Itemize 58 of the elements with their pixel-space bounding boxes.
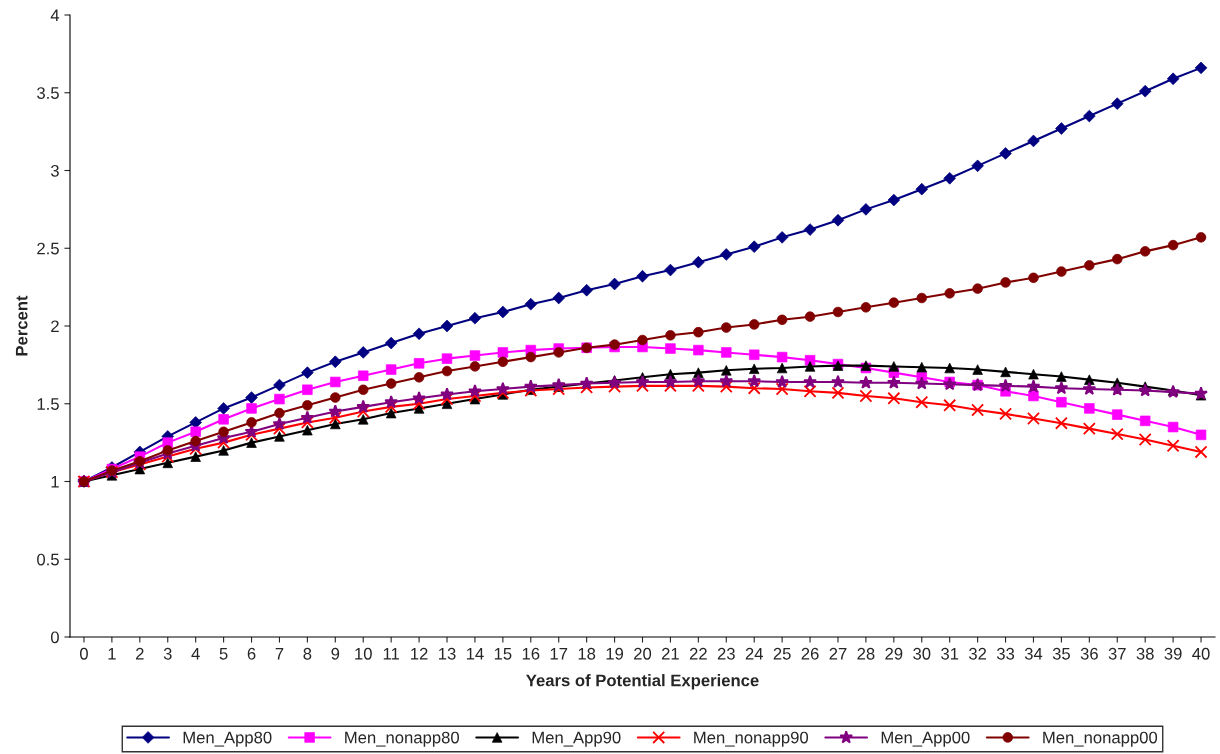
x-tick-label: 19: [606, 647, 624, 660]
y-tick-label: 4: [50, 9, 60, 22]
x-tick-label: 38: [1136, 647, 1154, 660]
x-tick-label: 5: [219, 648, 228, 660]
x-tick-label: 12: [411, 647, 428, 660]
x-tick-label: 6: [247, 647, 256, 660]
y-tick-label: 0.5: [37, 553, 59, 566]
x-tick-label: 37: [1108, 647, 1126, 660]
x-tick-label: 22: [689, 647, 707, 660]
x-tick-label: 21: [662, 647, 679, 660]
y-tick-label: 1.5: [37, 398, 59, 410]
x-tick-label: 32: [968, 647, 987, 660]
x-tick-label: 18: [578, 647, 596, 660]
legend-label: Men_App80: [183, 731, 272, 747]
y-axis-title: Percent: [15, 295, 28, 356]
x-tick-label: 29: [885, 647, 903, 660]
x-tick-label: 23: [717, 647, 735, 660]
x-tick-label: 36: [1080, 647, 1098, 660]
x-tick-label: 39: [1164, 647, 1182, 660]
y-tick-label: 1: [51, 476, 59, 488]
x-tick-label: 13: [439, 647, 456, 660]
x-tick-label: 0: [79, 647, 88, 660]
legend-label: Men_nonapp90: [694, 731, 809, 747]
x-axis-title: Years of Potential Experience: [526, 674, 759, 690]
x-tick-label: 10: [355, 647, 372, 660]
y-tick-label: 3.5: [37, 87, 59, 99]
x-tick-label: 33: [996, 647, 1015, 660]
x-tick-label: 9: [331, 647, 340, 660]
x-tick-label: 35: [1052, 647, 1070, 660]
x-tick-label: 1: [108, 648, 116, 660]
x-tick-label: 11: [383, 648, 399, 660]
x-tick-label: 16: [522, 647, 540, 660]
x-tick-label: 8: [303, 647, 312, 660]
x-tick-label: 27: [829, 647, 847, 660]
x-tick-label: 40: [1192, 647, 1210, 660]
x-tick-label: 20: [634, 647, 652, 660]
x-tick-label: 31: [941, 647, 959, 660]
x-tick-label: 3: [163, 647, 172, 660]
x-tick-label: 26: [801, 647, 819, 660]
x-tick-label: 24: [745, 647, 763, 660]
x-tick-label: 7: [275, 648, 284, 660]
legend-label: Men_App90: [532, 731, 621, 747]
x-tick-label: 2: [136, 647, 144, 660]
x-tick-label: 4: [191, 648, 200, 660]
x-tick-label: 28: [857, 647, 875, 660]
x-tick-label: 25: [773, 647, 791, 660]
y-tick-label: 3: [50, 164, 59, 177]
x-tick-label: 30: [913, 647, 931, 660]
x-tick-label: 34: [1024, 647, 1043, 660]
legend-label: Men_nonapp80: [345, 731, 459, 747]
x-tick-label: 15: [494, 648, 512, 660]
y-tick-label: 2.5: [37, 242, 59, 255]
x-tick-label: 14: [466, 648, 484, 660]
x-tick-label: 17: [550, 648, 568, 660]
y-tick-label: 2: [51, 320, 59, 333]
y-tick-label: 0: [50, 631, 59, 644]
legend-label: Men_App00: [881, 731, 970, 747]
legend-label: Men_nonapp00: [1043, 731, 1158, 747]
